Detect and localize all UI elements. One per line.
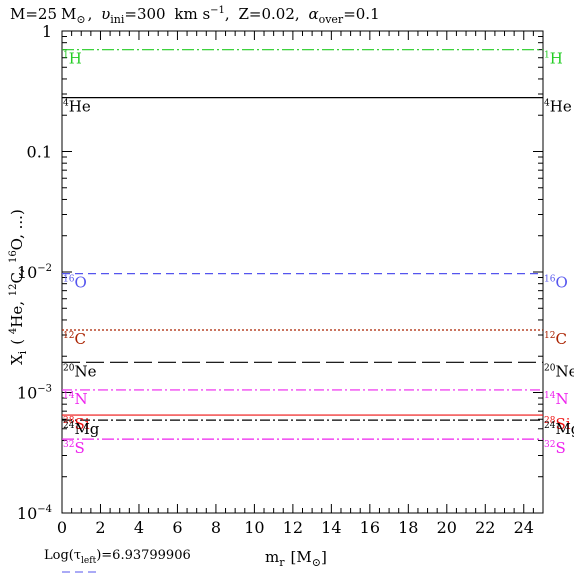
x-tick-labels: 0 2 4 6 8 10 12 14 16 18 20 22 24 (57, 518, 534, 537)
series-label-1H-left: 1H (63, 50, 82, 68)
x-tick-label: 0 (57, 518, 67, 537)
title-mass-unit: M (61, 5, 76, 23)
series-label-32S-left: 32S (63, 439, 85, 457)
series-label-28Si-left: 28Si (63, 415, 90, 433)
x-tick-label: 20 (437, 518, 457, 537)
series-label-24Mg-left: 24Mg (63, 420, 100, 438)
chart-title: M=25 M⊙, υini=300 km s−1, Z=0.02, αover=0… (10, 5, 380, 26)
x-axis-label: mr [M⊙] (265, 548, 327, 569)
title-alpha-value: =0.1 (343, 5, 379, 23)
series-labels: 1H 1H 4He 4He 16O 16O 12C 12C 20Ne 20Ne 14N 14N 28Si… (63, 50, 574, 457)
x-tick-label: 22 (475, 518, 495, 537)
series-label-20Ne-left: 20Ne (63, 362, 97, 380)
x-tick-label: 18 (398, 518, 418, 537)
x-tick-label: 12 (283, 518, 303, 537)
sun-symbol: ⊙ (76, 13, 85, 26)
series-label-28Si-right: 28Si (544, 415, 571, 433)
y-tick-label: 1 (42, 22, 52, 41)
series-lines (62, 49, 543, 440)
plot-frame (61, 30, 544, 514)
title-vini-value: =300 (124, 5, 165, 23)
y-tick-label: 10−2 (17, 263, 52, 282)
series-label-20Ne-right: 20Ne (544, 362, 574, 380)
series-label-16O-left: 16O (63, 274, 87, 292)
title-mass: M=25 (10, 5, 57, 23)
x-tick-label: 4 (134, 518, 144, 537)
title-vini-symbol: υ (101, 5, 110, 23)
series-label-4He-left: 4He (63, 98, 91, 116)
x-tick-label: 24 (514, 518, 534, 537)
axis-ticks (61, 31, 544, 514)
y-tick-labels: 1 0.1 10−2 10−3 10−4 (17, 22, 52, 523)
y-axis-label: Xi( 4He, 12C, 16O, ...) (8, 209, 29, 365)
series-label-1H-right: 1H (544, 50, 563, 68)
title-alpha-symbol: α (308, 5, 318, 23)
series-label-14N-right: 14N (544, 390, 569, 408)
title-vini-sub: ini (110, 13, 125, 26)
series-label-14N-left: 14N (63, 390, 88, 408)
series-label-12C-left: 12C (63, 330, 86, 348)
title-alpha-sub: over (319, 13, 344, 26)
series-label-4He-right: 4He (544, 98, 572, 116)
y-tick-label: 0.1 (27, 143, 52, 162)
series-label-24Mg-right: 24Mg (544, 420, 574, 438)
x-tick-label: 10 (244, 518, 264, 537)
series-label-32S-right: 32S (544, 439, 566, 457)
y-tick-label: 10−4 (17, 504, 52, 523)
x-tick-label: 14 (321, 518, 341, 537)
series-label-12C-right: 12C (544, 330, 567, 348)
x-tick-label: 6 (172, 518, 182, 537)
title-vini-exp: −1 (210, 5, 225, 16)
x-tick-label: 2 (95, 518, 105, 537)
y-tick-label: 10−3 (17, 384, 52, 403)
title-vini-unit: km s (174, 5, 210, 23)
series-label-16O-right: 16O (544, 274, 568, 292)
x-tick-label: 8 (211, 518, 221, 537)
x-tick-label: 16 (360, 518, 380, 537)
title-metallicity: Z=0.02 (238, 5, 294, 23)
footer-text: Log(τleft)=6.93799906 (44, 548, 191, 566)
